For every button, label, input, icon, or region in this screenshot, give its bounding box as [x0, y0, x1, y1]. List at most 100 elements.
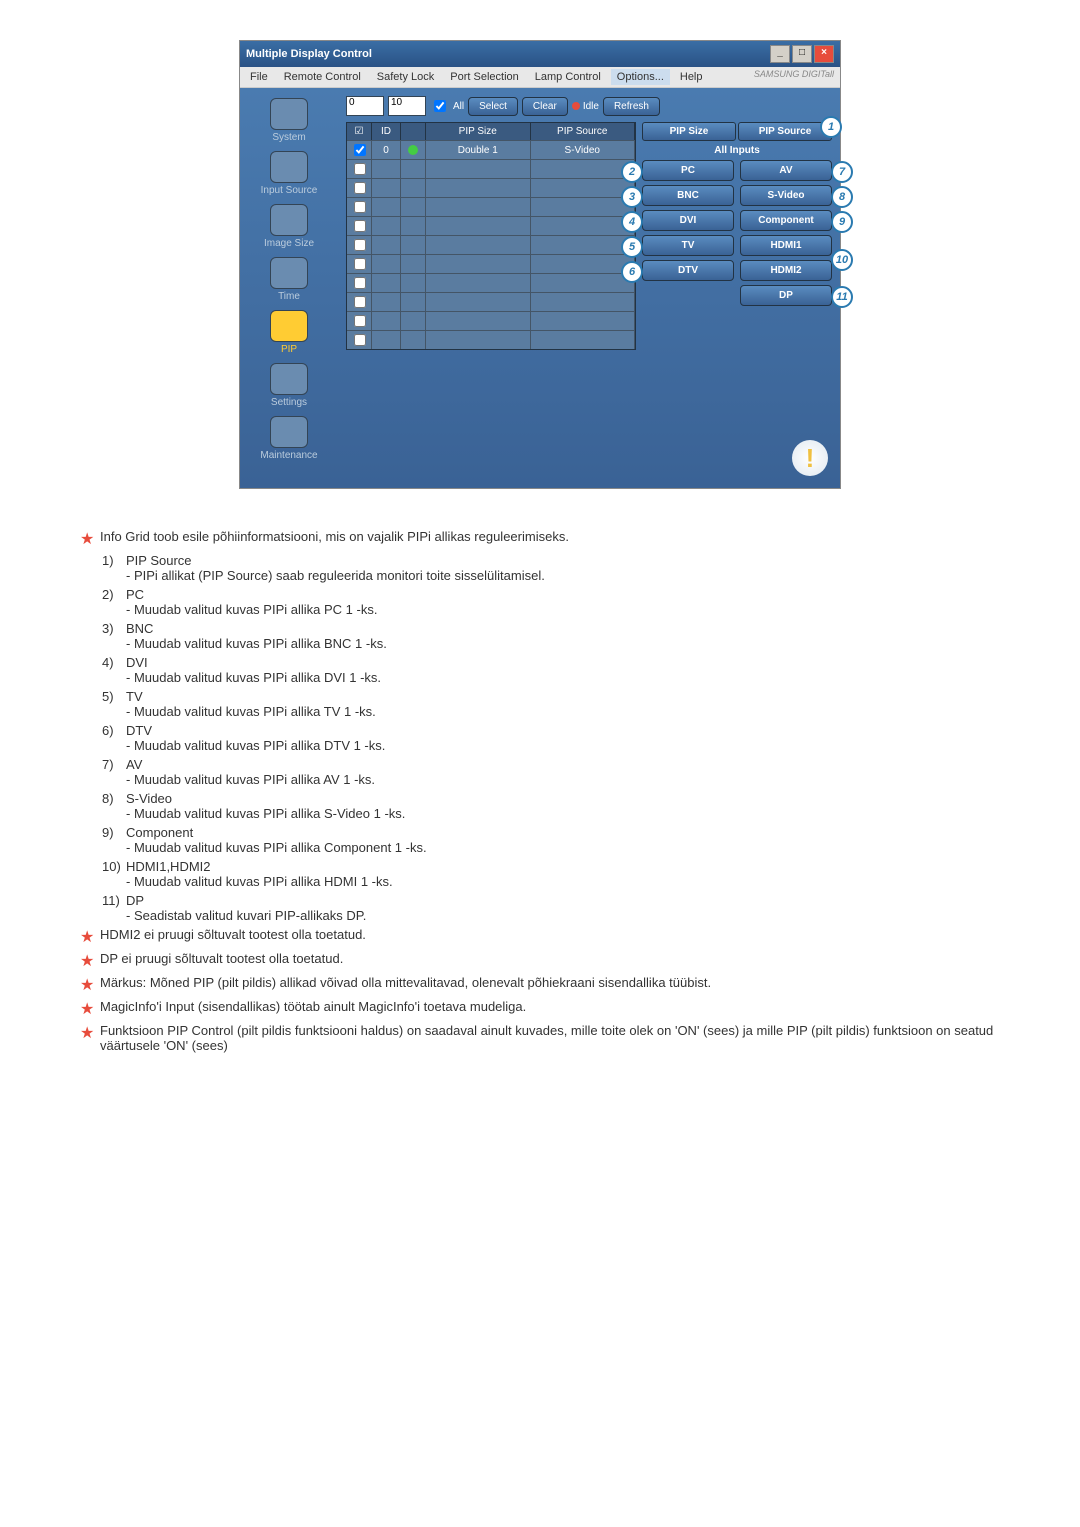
bnc-button[interactable]: BNC3 [642, 185, 734, 206]
row-checkbox[interactable] [354, 334, 366, 346]
av-button[interactable]: AV7 [740, 160, 832, 181]
row-id: 0 [372, 141, 401, 159]
note-star-5: ★Funktsioon PIP Control (pilt pildis fun… [80, 1023, 1000, 1053]
btn-label: Component [758, 215, 814, 226]
note-star-1: ★HDMI2 ei pruugi sõltuvalt tootest olla … [80, 927, 1000, 947]
time-icon [270, 257, 308, 289]
sidebar-label: Time [278, 291, 300, 302]
note-star-4: ★MagicInfo'i Input (sisendallikas) tööta… [80, 999, 1000, 1019]
refresh-button[interactable]: Refresh [603, 97, 660, 116]
left-column: PC2 BNC3 DVI4 TV5 DTV6 [642, 160, 734, 306]
app-window: Multiple Display Control _ □ × File Remo… [239, 40, 841, 489]
note-text: Funktsioon PIP Control (pilt pildis funk… [100, 1023, 1000, 1053]
item-title: BNC [126, 621, 153, 636]
row-checkbox[interactable] [354, 220, 366, 232]
sidebar-system[interactable]: System [254, 98, 324, 143]
sidebar-input[interactable]: Input Source [254, 151, 324, 196]
component-button[interactable]: Component9 [740, 210, 832, 231]
item-num: 8) [102, 791, 126, 806]
table-row [347, 273, 635, 292]
dp-button[interactable]: DP11 [740, 285, 832, 306]
row-checkbox[interactable] [354, 182, 366, 194]
list-item: 11)DP- Seadistab valitud kuvari PIP-alli… [102, 893, 1000, 923]
clear-button[interactable]: Clear [522, 97, 568, 116]
table-row [347, 235, 635, 254]
id-from-dropdown[interactable]: 0 [346, 96, 384, 116]
menu-port[interactable]: Port Selection [444, 69, 524, 85]
sidebar-time[interactable]: Time [254, 257, 324, 302]
svideo-button[interactable]: S-Video8 [740, 185, 832, 206]
settings-icon [270, 363, 308, 395]
dvi-button[interactable]: DVI4 [642, 210, 734, 231]
table-row[interactable]: 0 Double 1 S-Video [347, 140, 635, 159]
row-checkbox[interactable] [354, 277, 366, 289]
col-id: ID [372, 123, 401, 140]
item-desc: - Muudab valitud kuvas PIPi allika HDMI … [126, 874, 1000, 889]
item-desc: - Muudab valitud kuvas PIPi allika S-Vid… [126, 806, 1000, 821]
list-item: 7)AV- Muudab valitud kuvas PIPi allika A… [102, 757, 1000, 787]
badge-10: 10 [831, 249, 853, 271]
select-button[interactable]: Select [468, 97, 518, 116]
item-title: DTV [126, 723, 152, 738]
menu-lamp[interactable]: Lamp Control [529, 69, 607, 85]
star-icon: ★ [80, 975, 94, 995]
star-icon: ★ [80, 951, 94, 971]
menu-safety[interactable]: Safety Lock [371, 69, 440, 85]
row-checkbox[interactable] [354, 201, 366, 213]
item-num: 3) [102, 621, 126, 636]
item-num: 7) [102, 757, 126, 772]
list-item: 5)TV- Muudab valitud kuvas PIPi allika T… [102, 689, 1000, 719]
menu-options[interactable]: Options... [611, 69, 670, 85]
pc-button[interactable]: PC2 [642, 160, 734, 181]
menu-help[interactable]: Help [674, 69, 709, 85]
item-desc: - Muudab valitud kuvas PIPi allika AV 1 … [126, 772, 1000, 787]
col-check: ☑ [347, 123, 372, 140]
row-status [401, 141, 426, 159]
right-panel: PIP Size PIP Source 1 All Inputs PC2 BNC… [642, 122, 832, 350]
item-num: 2) [102, 587, 126, 602]
maximize-button[interactable]: □ [792, 45, 812, 63]
sidebar-settings[interactable]: Settings [254, 363, 324, 408]
close-button[interactable]: × [814, 45, 834, 63]
all-inputs-label: All Inputs [642, 145, 832, 156]
sidebar-image[interactable]: Image Size [254, 204, 324, 249]
tab-pipsource[interactable]: PIP Source [738, 122, 832, 141]
col-pipsource: PIP Source [531, 123, 636, 140]
content-columns: ☑ ID PIP Size PIP Source 0 Double 1 S-Vi… [346, 122, 832, 350]
status-dot-icon [408, 145, 418, 155]
col-pipsize: PIP Size [426, 123, 531, 140]
item-title: TV [126, 689, 143, 704]
menu-file[interactable]: File [244, 69, 274, 85]
btn-label: PC [681, 165, 695, 176]
dtv-button[interactable]: DTV6 [642, 260, 734, 281]
row-checkbox[interactable] [354, 296, 366, 308]
row-checkbox[interactable] [354, 258, 366, 270]
row-checkbox[interactable] [354, 239, 366, 251]
tab-pipsize[interactable]: PIP Size [642, 122, 736, 141]
btn-label: AV [779, 165, 792, 176]
toolbar: 0 10 All Select Clear Idle Refresh [346, 96, 832, 116]
item-num: 10) [102, 859, 126, 874]
sidebar-pip[interactable]: PIP [254, 310, 324, 355]
source-buttons: PC2 BNC3 DVI4 TV5 DTV6 AV7 S-Video8 Comp… [642, 160, 832, 306]
row-checkbox[interactable] [354, 163, 366, 175]
hdmi1-button[interactable]: HDMI1 [740, 235, 832, 256]
id-to-dropdown[interactable]: 10 [388, 96, 426, 116]
tv-button[interactable]: TV5 [642, 235, 734, 256]
system-icon [270, 98, 308, 130]
item-desc: - Muudab valitud kuvas PIPi allika DTV 1… [126, 738, 1000, 753]
table-row [347, 178, 635, 197]
menu-remote[interactable]: Remote Control [278, 69, 367, 85]
sidebar-maintenance[interactable]: Maintenance [254, 416, 324, 461]
brand-label: SAMSUNG DIGITall [754, 69, 834, 79]
btn-label: TV [682, 240, 695, 251]
row-check[interactable] [347, 141, 372, 159]
badge-4: 4 [621, 211, 643, 233]
hdmi2-button[interactable]: HDMI210 [740, 260, 832, 281]
item-desc: - Muudab valitud kuvas PIPi allika Compo… [126, 840, 1000, 855]
row-checkbox[interactable] [354, 315, 366, 327]
minimize-button[interactable]: _ [770, 45, 790, 63]
row-checkbox[interactable] [354, 144, 366, 156]
all-checkbox[interactable] [434, 100, 446, 112]
info-grid: ☑ ID PIP Size PIP Source 0 Double 1 S-Vi… [346, 122, 636, 350]
